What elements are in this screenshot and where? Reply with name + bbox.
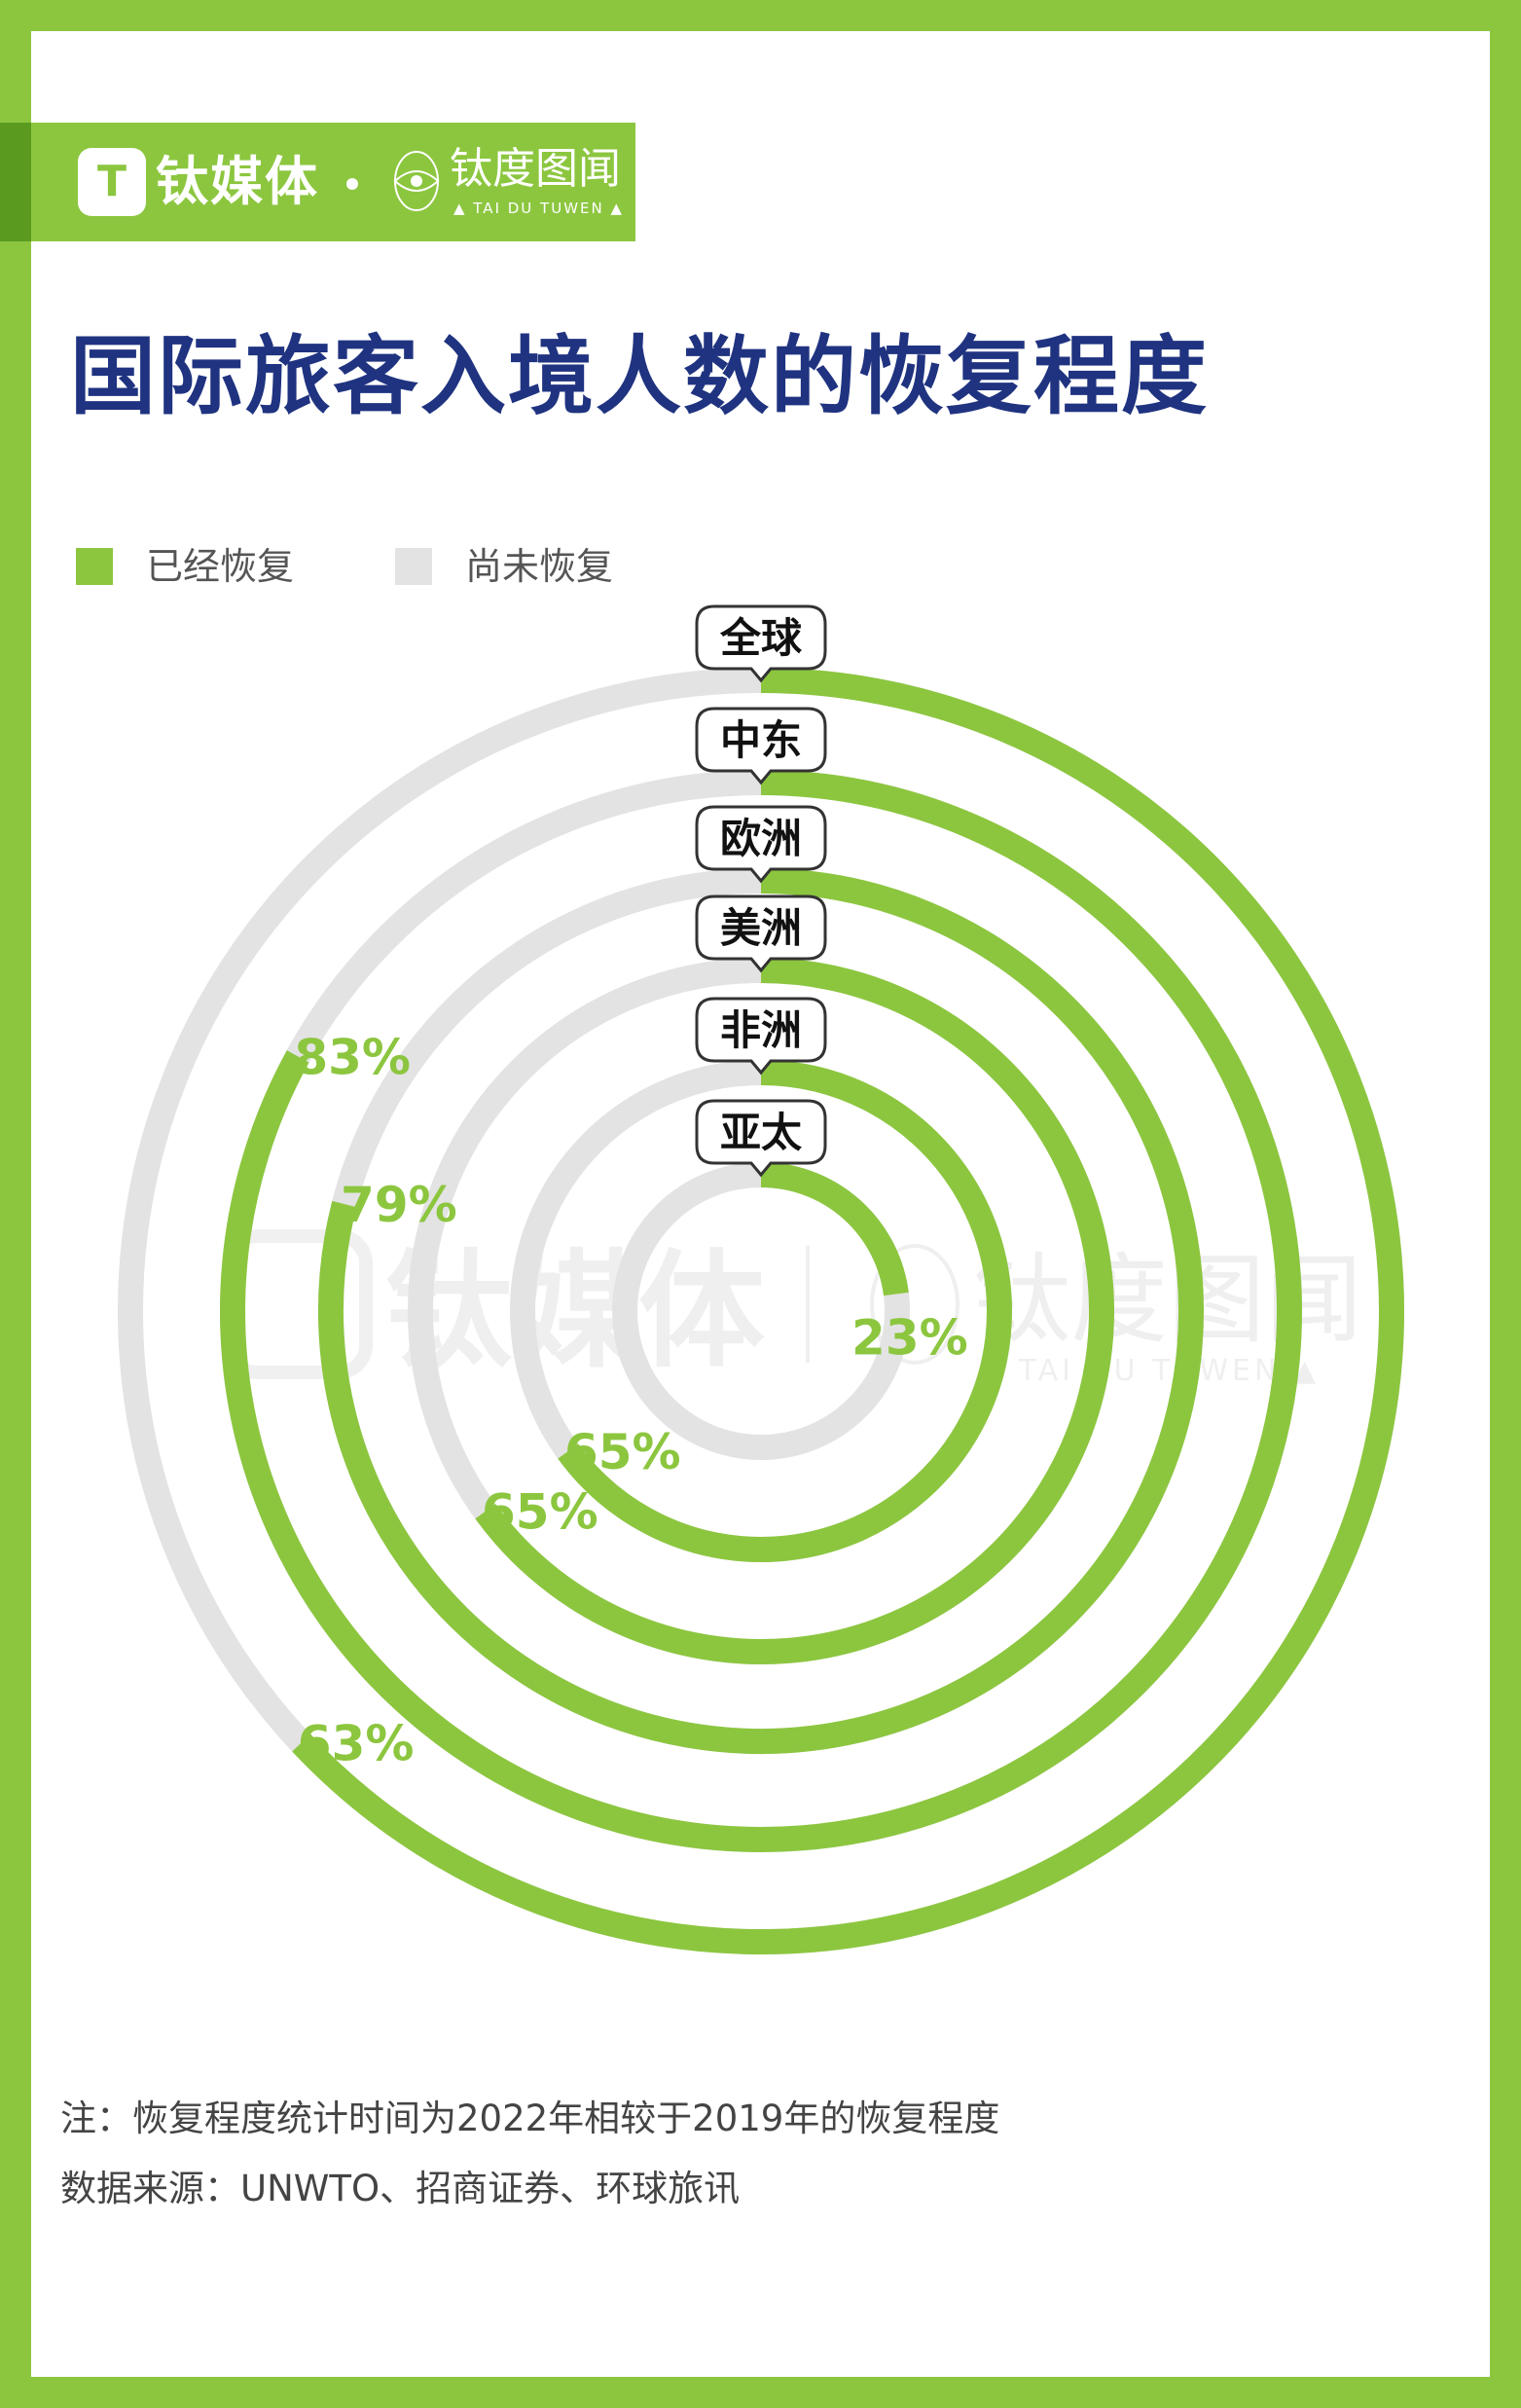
watermark-sub-name-en: ▲ TAI DU TUWEN ▲ [979, 1354, 1320, 1388]
ring-arc-0 [292, 668, 1404, 1954]
watermark-brand-name: 钛媒体 [385, 1237, 765, 1385]
brand-sub-name-en: ▲ TAI DU TUWEN ▲ [453, 200, 625, 217]
category-label-box-0 [695, 604, 827, 683]
category-label-box-4 [695, 997, 827, 1076]
poster-canvas [31, 31, 1490, 2377]
category-label-text-3: 美洲 [720, 904, 802, 952]
tmtpost-logo-icon: T [78, 148, 146, 216]
category-label-box-3 [695, 894, 827, 973]
category-label-box-5 [695, 1099, 827, 1178]
value-label-1: 83% [294, 1029, 411, 1085]
page-title: 国际旅客入境人数的恢复程度 [70, 326, 1210, 426]
category-label-text-2: 欧洲 [720, 815, 802, 862]
watermark-eye-icon [870, 1244, 960, 1365]
value-label-4: 65% [564, 1424, 681, 1480]
brand-bar-accent [0, 123, 31, 241]
value-label-0: 63% [298, 1716, 415, 1772]
ring-arc-5 [760, 1162, 909, 1296]
ring-arc-4 [558, 1060, 1012, 1562]
data-source: 数据来源：UNWTO、招商证券、环球旅讯 [60, 2168, 741, 2209]
category-label-text-0: 全球 [719, 614, 803, 662]
logo-glyph: T [96, 157, 127, 206]
ring-arc-1 [220, 770, 1302, 1852]
watermark-sub-name: 钛度图闻 [973, 1243, 1362, 1357]
legend-label-recovered: 已经恢复 [146, 545, 295, 588]
legend-swatch-unrecovered [395, 548, 432, 585]
brand-name: 钛媒体 [156, 151, 319, 212]
footnote: 注：恢复程度统计时间为2022年相较于2019年的恢复程度 [60, 2098, 1000, 2139]
brand-separator-dot [346, 178, 358, 190]
category-label-text-1: 中东 [720, 716, 802, 764]
legend-label-unrecovered: 尚未恢复 [465, 545, 614, 588]
brand-sub-name: 钛度图闻 [450, 144, 621, 194]
value-label-2: 79% [341, 1177, 457, 1233]
category-label-text-5: 亚太 [720, 1109, 802, 1156]
value-label-3: 65% [482, 1484, 598, 1541]
ring-arc-3 [475, 958, 1114, 1664]
category-label-4: 非洲 [695, 997, 827, 1076]
category-label-1: 中东 [695, 707, 827, 785]
category-label-3: 美洲 [695, 894, 827, 973]
taidu-eye-icon [393, 151, 440, 211]
value-label-5: 23% [851, 1309, 968, 1366]
category-label-0: 全球 [695, 604, 827, 683]
category-label-box-2 [695, 805, 827, 884]
category-label-text-4: 非洲 [720, 1006, 802, 1054]
category-label-box-1 [695, 707, 827, 785]
category-label-5: 亚太 [695, 1099, 827, 1178]
category-label-2: 欧洲 [695, 805, 827, 884]
ring-arc-2 [318, 868, 1204, 1754]
legend-swatch-recovered [76, 548, 113, 585]
